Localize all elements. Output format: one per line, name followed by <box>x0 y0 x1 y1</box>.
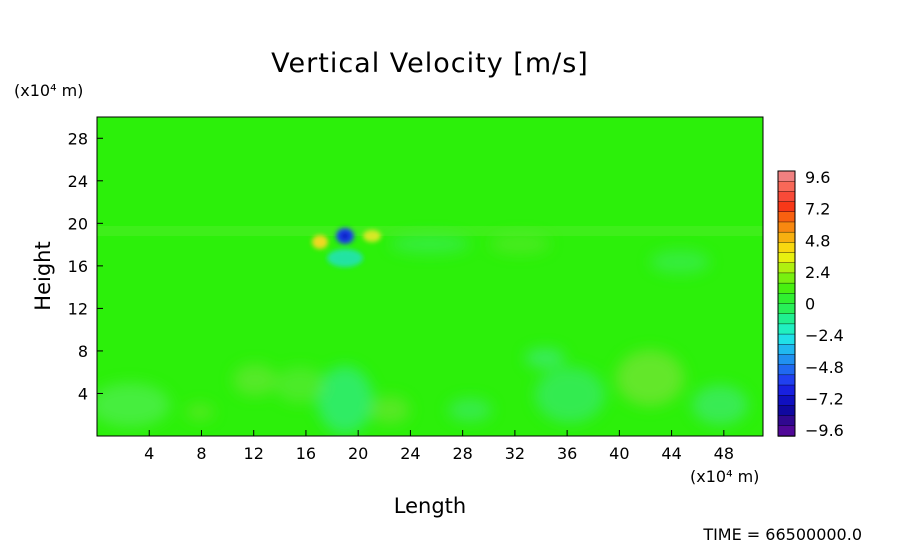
colorbar-swatch <box>777 425 796 437</box>
colorbar-swatch <box>777 262 796 274</box>
colorbar-swatch <box>777 384 796 396</box>
colorbar-swatch <box>777 364 796 376</box>
colorbar-label: 9.6 <box>805 168 830 187</box>
colorbar-label: −4.8 <box>805 358 844 377</box>
x-axis-ticks: 4 8 12 16 20 24 28 32 36 40 44 48 <box>144 430 734 463</box>
colorbar-label: 4.8 <box>805 231 830 250</box>
colorbar-swatch <box>777 374 796 386</box>
x-tick-label: 32 <box>505 444 525 463</box>
y-axis-label: Height <box>31 241 55 310</box>
y-tick-label: 8 <box>78 342 88 361</box>
plot-frame <box>96 116 764 437</box>
y-axis-ticks: 4 8 12 16 20 24 28 <box>68 129 103 403</box>
x-tick-label: 48 <box>714 444 734 463</box>
x-tick-label: 16 <box>296 444 316 463</box>
colorbar-frame <box>777 170 796 437</box>
x-tick-label: 28 <box>452 444 472 463</box>
colorbar-swatch <box>777 252 796 264</box>
colorbar-swatch <box>777 242 796 254</box>
colorbar-swatch <box>777 303 796 315</box>
colorbar-swatch <box>777 415 796 427</box>
colorbar-swatch <box>777 180 796 193</box>
colorbar-swatch <box>777 272 796 284</box>
colorbar-swatch <box>777 191 796 203</box>
y-tick-label: 4 <box>78 384 88 403</box>
colorbar-swatch <box>777 344 796 356</box>
y-tick-label: 28 <box>68 129 88 148</box>
x-tick-label: 4 <box>144 444 154 463</box>
x-tick-label: 8 <box>196 444 206 463</box>
colorbar-swatch <box>777 211 796 223</box>
colorbar-swatch <box>777 201 796 213</box>
y-tick-label: 16 <box>68 257 88 276</box>
colorbar-swatch <box>777 170 796 182</box>
x-tick-label: 40 <box>609 444 629 463</box>
x-unit-label: (x10⁴ m) <box>690 467 759 486</box>
colorbar: 9.6 7.2 4.8 2.4 0 −2.4 −4.8 −7.2 −9.6 <box>777 168 844 440</box>
x-tick-label: 20 <box>348 444 368 463</box>
colorbar-swatch <box>777 354 796 366</box>
colorbar-label: 7.2 <box>805 200 830 219</box>
x-tick-label: 44 <box>661 444 681 463</box>
colorbar-swatch <box>777 395 796 407</box>
downdraft-cell <box>312 228 381 267</box>
colorbar-swatch <box>777 313 796 325</box>
colorbar-swatch <box>777 333 796 345</box>
colorbar-swatch <box>777 282 796 295</box>
y-tick-label: 12 <box>68 299 88 318</box>
colorbar-label: −2.4 <box>805 326 844 345</box>
heatmap-field <box>97 226 763 434</box>
chart-title: Vertical Velocity [m/s] <box>271 48 589 79</box>
y-unit-label: (x10⁴ m) <box>14 81 83 100</box>
colorbar-swatch <box>777 221 796 233</box>
x-tick-label: 36 <box>557 444 577 463</box>
colorbar-label: −9.6 <box>805 421 844 440</box>
time-label: TIME = 66500000.0 <box>702 525 862 544</box>
colorbar-swatch <box>777 231 796 244</box>
colorbar-label: −7.2 <box>805 389 844 408</box>
colorbar-label: 0 <box>805 295 815 314</box>
x-tick-label: 12 <box>244 444 264 463</box>
colorbar-swatch <box>777 323 796 335</box>
colorbar-swatch <box>777 293 796 305</box>
plot-area <box>96 116 764 437</box>
y-tick-label: 24 <box>68 172 88 191</box>
colorbar-swatch <box>777 405 796 417</box>
colorbar-label: 2.4 <box>805 263 830 282</box>
x-tick-label: 24 <box>400 444 420 463</box>
x-axis-label: Length <box>394 494 466 518</box>
y-tick-label: 20 <box>68 214 88 233</box>
